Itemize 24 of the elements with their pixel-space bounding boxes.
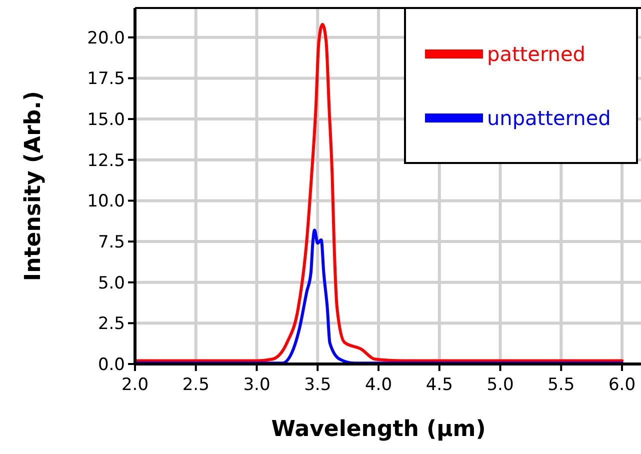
y-tick-label: 2.5 <box>98 314 125 334</box>
legend-label: patterned <box>487 42 586 66</box>
y-tick-label: 17.5 <box>87 69 125 90</box>
y-tick-label: 15.0 <box>87 110 125 130</box>
y-tick-label: 0.0 <box>98 354 125 375</box>
x-tick-label: 3.0 <box>243 375 270 395</box>
y-tick-label: 5.0 <box>98 273 125 294</box>
y-tick-label: 20.0 <box>87 28 125 48</box>
legend-label: unpatterned <box>487 106 611 130</box>
x-tick-label: 2.0 <box>121 375 149 395</box>
x-tick-label: 6.0 <box>608 375 636 395</box>
x-tick-label: 5.5 <box>548 375 575 395</box>
line-series <box>135 22 624 362</box>
y-tick-label: 12.5 <box>87 150 125 171</box>
x-tick-label: 5.0 <box>486 375 514 395</box>
y-tick-label: 10.0 <box>87 192 125 212</box>
y-axis-title: Intensity (Arb.) <box>21 90 46 282</box>
x-tick-label: 4.0 <box>364 375 392 395</box>
line-series <box>135 228 624 364</box>
x-axis-title: Wavelength (µm) <box>271 417 486 442</box>
x-tick-label: 3.5 <box>304 375 332 395</box>
x-tick-label: 4.5 <box>426 375 453 395</box>
y-tick-label: 7.5 <box>98 232 125 252</box>
x-tick-label: 2.5 <box>182 375 210 395</box>
